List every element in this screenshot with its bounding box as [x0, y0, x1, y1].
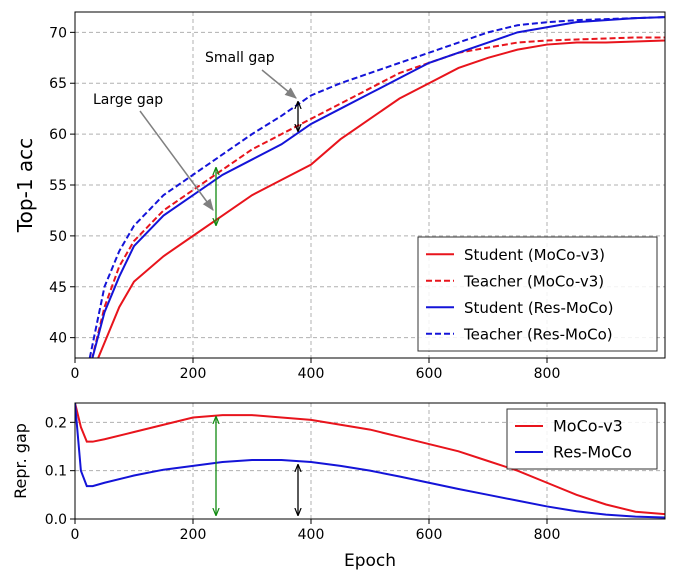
x-tick-label: 400 — [298, 527, 325, 543]
series-line — [91, 16, 665, 358]
series-line — [91, 36, 665, 358]
x-tick-label: 800 — [534, 527, 561, 543]
annotation-text: Small gap — [205, 50, 275, 66]
x-tick-label: 200 — [180, 366, 207, 382]
legend: Student (MoCo-v3) Teacher (MoCo-v3) Studen… — [417, 236, 658, 352]
x-tick-label: 0 — [71, 527, 80, 543]
y-tick-label: 50 — [49, 229, 67, 245]
x-tick-label: 800 — [534, 366, 561, 382]
y-tick-label: 70 — [49, 25, 67, 41]
legend-label: Res-MoCo — [553, 443, 632, 462]
y-tick-label: 60 — [49, 127, 67, 143]
y-tick-label: 0.1 — [45, 464, 67, 480]
legend: MoCo-v3 Res-MoCo — [506, 408, 658, 470]
y-axis-label: Repr. gap — [11, 423, 30, 499]
legend-label: MoCo-v3 — [553, 417, 623, 436]
annotation-text: Large gap — [93, 92, 163, 108]
y-axis-label: Top-1 acc — [13, 138, 37, 233]
legend-frame — [506, 408, 658, 470]
y-tick-label: 0.0 — [45, 512, 67, 528]
bottom-panel: 0 200 400 600 800 0.0 0.1 0.2 Repr. gap Epoch MoCo… — [11, 402, 666, 571]
series-line — [75, 403, 665, 519]
series-line — [75, 403, 665, 516]
x-axis-label: Epoch — [344, 551, 396, 571]
legend-frame — [417, 236, 658, 352]
y-tick-label: 0.2 — [45, 415, 67, 431]
x-tick-label: 0 — [71, 366, 80, 382]
x-tick-label: 200 — [180, 527, 207, 543]
legend-label: Teacher (Res-MoCo) — [463, 325, 613, 343]
legend-label: Teacher (MoCo-v3) — [463, 272, 604, 290]
plot-frame — [74, 11, 666, 359]
y-tick-label: 40 — [49, 331, 67, 347]
legend-label: Student (MoCo-v3) — [464, 246, 605, 264]
y-tick-label: 45 — [49, 280, 67, 296]
x-tick-label: 600 — [416, 527, 443, 543]
x-tick-label: 400 — [298, 366, 325, 382]
series-line — [97, 39, 665, 358]
annotation-arrow — [139, 110, 214, 211]
top-panel: 0 200 400 600 800 40 45 50 55 60 65 70 Top-1 acc Stud… — [13, 11, 666, 382]
series-line — [88, 16, 665, 358]
annotations: Small gap Large gap — [93, 50, 298, 515]
y-tick-label: 55 — [49, 178, 67, 194]
x-tick-label: 600 — [416, 366, 443, 382]
annotation-arrow — [261, 69, 297, 99]
legend-label: Student (Res-MoCo) — [464, 299, 614, 317]
plot-frame — [74, 402, 666, 520]
y-tick-label: 65 — [49, 76, 67, 92]
